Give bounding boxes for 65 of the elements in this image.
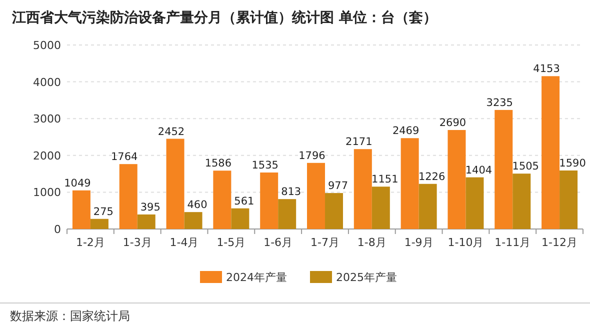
x-tick-label: 1-2月 bbox=[76, 236, 105, 249]
data-label: 1151 bbox=[372, 174, 398, 186]
bar bbox=[466, 177, 484, 229]
x-tick-label: 1-12月 bbox=[542, 236, 578, 249]
data-label: 2171 bbox=[346, 136, 372, 148]
bar bbox=[325, 193, 343, 229]
data-label: 1796 bbox=[298, 150, 326, 162]
data-label: 561 bbox=[234, 195, 254, 208]
bar bbox=[542, 76, 560, 229]
bar bbox=[400, 138, 419, 229]
data-label: 813 bbox=[281, 186, 302, 198]
data-label: 1586 bbox=[204, 158, 232, 170]
data-label: 977 bbox=[328, 180, 348, 192]
data-label: 395 bbox=[140, 201, 160, 214]
bar bbox=[494, 110, 513, 229]
x-tick-label: 1-8月 bbox=[357, 236, 386, 249]
bar bbox=[278, 199, 296, 229]
x-tick-label: 1-6月 bbox=[264, 236, 293, 249]
x-tick-label: 1-5月 bbox=[216, 236, 246, 249]
y-tick-label: 3000 bbox=[33, 112, 61, 126]
bar bbox=[448, 130, 466, 229]
data-label: 275 bbox=[93, 206, 114, 218]
bar bbox=[231, 208, 250, 229]
y-tick-label: 5000 bbox=[33, 39, 61, 52]
data-label: 1535 bbox=[252, 160, 278, 172]
data-label: 2452 bbox=[158, 126, 185, 138]
bar bbox=[166, 138, 184, 229]
x-tick-label: 1-10月 bbox=[448, 236, 484, 249]
bar bbox=[560, 170, 578, 229]
x-tick-label: 1-11月 bbox=[494, 236, 531, 249]
data-label: 460 bbox=[187, 199, 208, 212]
bar bbox=[213, 170, 232, 229]
y-tick-label: 0 bbox=[54, 223, 61, 236]
x-tick-label: 1-3月 bbox=[122, 236, 152, 249]
data-label: 4153 bbox=[533, 63, 560, 76]
data-label: 1404 bbox=[465, 164, 492, 176]
source-note: 数据来源：国家统计局 bbox=[10, 309, 130, 323]
chart-title: 江西省大气污染防治设备产量分月（累计值）统计图 单位：台（套） bbox=[11, 9, 437, 26]
data-label: 2469 bbox=[392, 125, 420, 138]
legend-label: 2024年产量 bbox=[226, 271, 287, 284]
bar bbox=[137, 214, 156, 229]
bar bbox=[418, 184, 437, 229]
data-label: 1764 bbox=[110, 151, 138, 164]
data-label: 3235 bbox=[486, 96, 514, 109]
bar bbox=[119, 164, 138, 229]
y-tick-label: 1000 bbox=[33, 186, 61, 200]
bar bbox=[512, 174, 531, 229]
y-tick-label: 2000 bbox=[33, 149, 61, 162]
legend-label: 2025年产量 bbox=[336, 271, 397, 284]
data-label: 1505 bbox=[512, 160, 540, 173]
data-label: 1590 bbox=[559, 157, 586, 170]
bar bbox=[372, 186, 390, 229]
x-tick-label: 1-7月 bbox=[310, 236, 340, 249]
bar bbox=[90, 218, 108, 229]
bar bbox=[72, 190, 90, 229]
x-tick-label: 1-4月 bbox=[170, 236, 199, 249]
y-tick-label: 4000 bbox=[33, 76, 61, 89]
bar bbox=[307, 162, 325, 229]
x-tick-label: 1-9月 bbox=[404, 236, 434, 249]
data-label: 1049 bbox=[64, 177, 91, 190]
data-label: 2690 bbox=[439, 117, 466, 130]
bar bbox=[260, 172, 278, 229]
bar bbox=[354, 149, 372, 229]
data-label: 1226 bbox=[418, 170, 446, 183]
bar bbox=[184, 212, 202, 229]
